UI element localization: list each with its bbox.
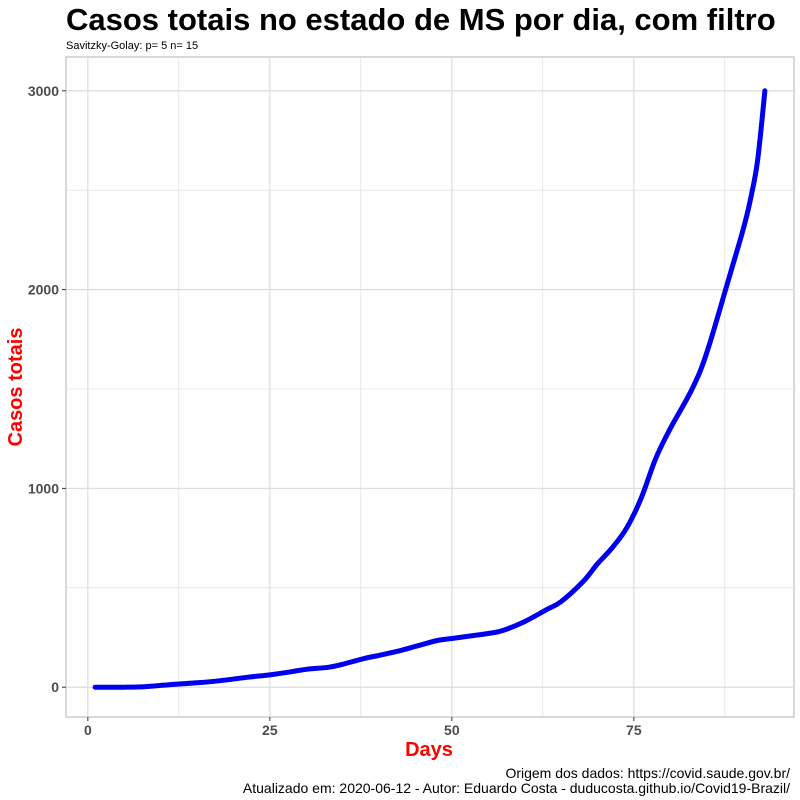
series-line xyxy=(92,88,768,690)
author-caption: Atualizado em: 2020-06-12 - Autor: Eduar… xyxy=(242,780,790,796)
plot-panel xyxy=(65,56,795,718)
grid-lines xyxy=(66,57,794,717)
x-tick-label: 50 xyxy=(444,722,460,738)
chart-subtitle: Savitzky-Golay: p= 5 n= 15 xyxy=(66,40,199,52)
x-tick-label: 75 xyxy=(626,722,642,738)
chart-title: Casos totais no estado de MS por dia, co… xyxy=(66,2,776,37)
y-tick-label: 1000 xyxy=(28,480,59,496)
x-tick-label: 25 xyxy=(262,722,278,738)
x-axis-title: Days xyxy=(405,739,453,761)
y-axis-title: Casos totais xyxy=(5,328,27,447)
y-tick-label: 3000 xyxy=(28,83,59,99)
y-tick-label: 0 xyxy=(51,679,59,695)
x-tick-label: 0 xyxy=(84,722,92,738)
data-source-caption: Origem dos dados: https://covid.saude.go… xyxy=(505,765,790,781)
y-tick-label: 2000 xyxy=(28,282,59,298)
axis-ticks: 0 25 50 75 0 1000 2000 3000 xyxy=(28,83,642,738)
